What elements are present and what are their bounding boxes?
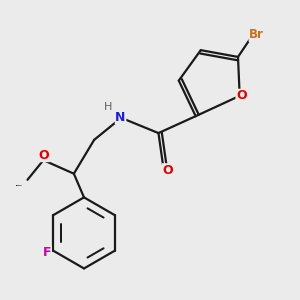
Text: H: H	[104, 102, 112, 112]
Text: Br: Br	[249, 28, 264, 41]
Text: N: N	[116, 111, 126, 124]
Text: F: F	[43, 246, 51, 259]
Text: methoxy: methoxy	[16, 185, 23, 186]
Text: O: O	[162, 164, 173, 177]
Text: O: O	[39, 148, 50, 162]
Text: O: O	[236, 89, 247, 102]
